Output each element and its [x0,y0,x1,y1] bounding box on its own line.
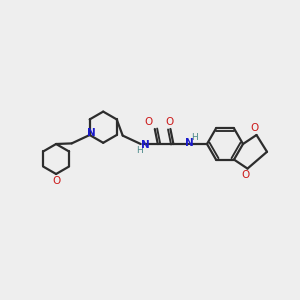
Text: O: O [251,123,259,134]
Text: H: H [136,146,143,155]
Text: O: O [52,176,60,186]
Text: O: O [165,117,174,128]
Text: N: N [87,128,96,138]
Text: H: H [191,133,198,142]
Text: N: N [140,140,149,151]
Text: O: O [242,170,250,180]
Text: N: N [184,138,194,148]
Text: O: O [145,117,153,128]
